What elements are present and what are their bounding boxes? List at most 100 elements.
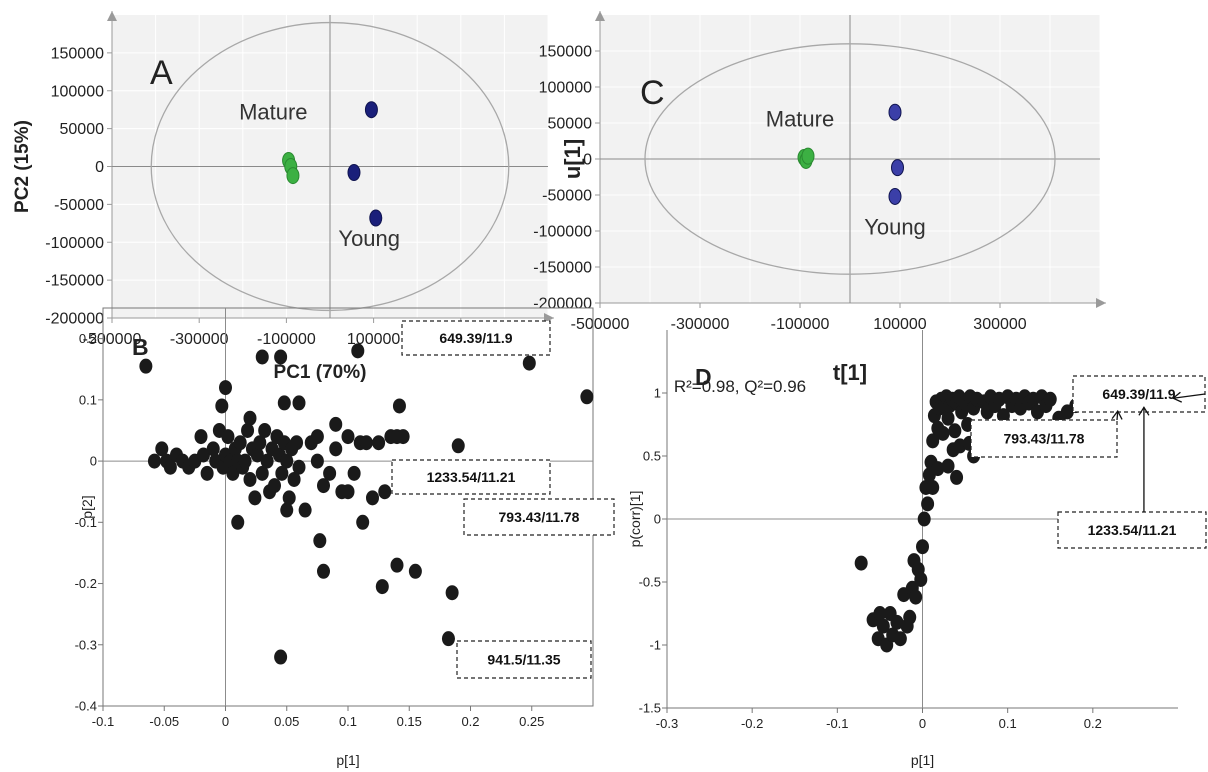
data-point [441,631,455,647]
data-point [909,589,923,605]
y-tick-label: 0.2 [79,331,97,346]
panel-d: -0.3 -0.2 -0.1 0 0.1 0.2 1 0.5 0 -0.5 -1 -1.5 p[1] p(… [627,330,1207,768]
data-point [274,349,288,365]
data-point [287,471,301,487]
data-point [255,349,269,365]
data-point [916,539,929,555]
annotation-label: 941.5/11.35 [487,652,560,668]
group-label: Mature [766,107,834,132]
data-point [258,422,272,438]
data-point [522,355,536,371]
panel-letter: B [132,334,149,360]
confidence-ellipse [150,21,510,312]
x-axis-arrow [1096,298,1106,308]
data-point [243,471,257,487]
data-point-young [347,164,361,182]
y-tick-label: -0.2 [75,576,97,591]
x-axis-label: p[1] [336,752,359,768]
y-tick-label: 1 [654,386,661,401]
data-point [139,358,153,374]
annotation-label: 1233.54/11.21 [1088,522,1177,538]
x-tick-label: 0.1 [999,716,1017,731]
data-point [917,511,931,527]
data-point [372,435,386,451]
data-point [238,453,252,469]
data-point [274,649,288,665]
y-tick-label: -1 [649,638,661,653]
data-point [941,410,955,426]
data-point [941,458,955,474]
y-tick-label: 0.1 [79,392,97,407]
data-point [290,435,304,451]
y-axis-arrow [107,11,117,21]
data-point [163,459,177,475]
data-point [392,398,406,414]
data-point [323,465,337,481]
x-axis-label: t[1] [833,360,867,385]
data-point [921,496,935,512]
x-tick-label: -0.05 [149,714,179,729]
data-point [873,606,887,621]
data-point [329,416,343,432]
data-point [390,557,404,573]
data-point-mature [286,167,300,185]
data-point [356,514,370,530]
data-point [366,490,379,506]
y-tick-label: 0 [90,454,97,469]
data-point [876,618,890,634]
annotation-box [401,320,551,356]
annotation-arrowhead [1171,391,1183,403]
x-tick-label: -0.3 [656,716,678,731]
data-point [268,478,281,494]
annotation-label: 793.43/11.78 [1004,431,1085,447]
data-point [948,423,962,439]
data-point [926,433,940,449]
annotation-arrowhead [1138,406,1150,416]
data-point [231,514,245,530]
data-point [200,465,214,481]
data-point [313,533,327,549]
x-tick-label: 0.05 [274,714,299,729]
data-point [890,614,904,630]
data-point [280,453,294,469]
y-axis-label: u[1] [560,139,585,179]
annotation-box [1072,375,1206,413]
annotation-arrow [1173,393,1206,399]
data-point [580,389,594,405]
data-point [931,461,945,477]
data-point [275,465,289,481]
data-point [250,447,264,463]
data-point [926,480,940,495]
data-point [277,395,291,411]
confidence-ellipse [644,43,1056,275]
y-tick-label: 0 [654,512,661,527]
data-point [255,465,269,481]
y-tick-label: -100000 [533,224,592,241]
data-point [241,422,255,438]
y-axis-label: p[2] [79,495,95,518]
x-axis-label: PC1 (70%) [274,362,367,383]
group-label: Young [338,226,400,251]
data-point-young [891,159,904,177]
data-point [221,429,235,445]
annotation-arrowhead [1111,409,1123,420]
y-tick-label: -0.5 [639,575,661,590]
y-axis-label: PC2 (15%) [12,120,33,213]
data-point-mature [801,147,815,165]
y-tick-label: -150000 [45,273,104,290]
x-tick-label: -100000 [771,316,830,333]
data-point [292,395,306,411]
data-point [298,502,312,518]
y-tick-label: 50000 [548,116,593,133]
panel-c: -500000 -300000 -100000 100000 3000001500001… [533,11,1106,396]
data-point [243,410,257,426]
data-point [914,571,928,587]
x-tick-label: 100000 [873,316,926,333]
x-tick-label: 100000 [347,331,400,348]
data-point [396,429,410,445]
data-point [147,453,161,469]
group-label: Mature [239,100,307,125]
y-tick-label: 50000 [60,121,105,138]
data-point [375,579,389,595]
data-point [451,438,465,454]
